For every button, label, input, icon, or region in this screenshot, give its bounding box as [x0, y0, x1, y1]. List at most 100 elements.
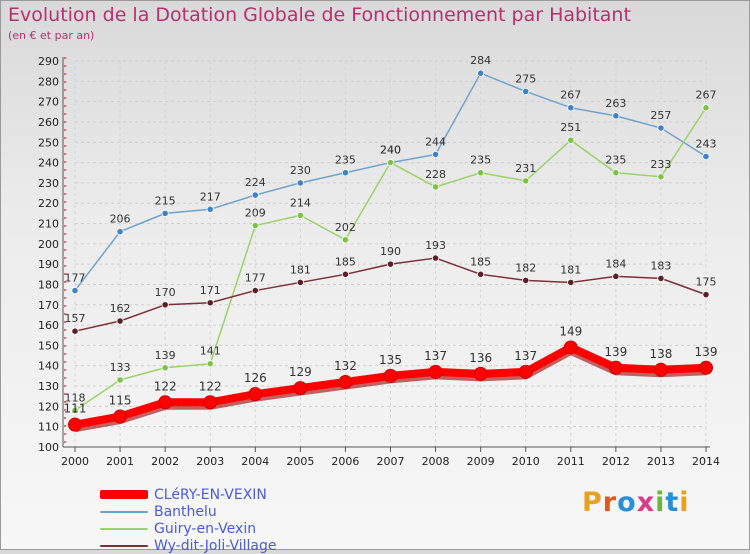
data-label: 177	[245, 272, 266, 285]
data-point	[431, 183, 440, 191]
legend-label: Wy-dit-Joli-Village	[154, 537, 277, 554]
data-point	[477, 69, 485, 77]
data-point	[116, 376, 124, 384]
data-point	[206, 205, 214, 213]
data-point	[341, 236, 350, 244]
y-tick-label: 150	[38, 339, 59, 352]
data-label: 126	[244, 371, 267, 385]
y-tick-label: 290	[38, 55, 59, 68]
x-tick-label: 2012	[602, 455, 630, 468]
data-point	[161, 301, 169, 309]
data-label: 122	[154, 379, 177, 393]
data-label: 157	[65, 312, 86, 325]
legend-swatch	[100, 510, 148, 513]
logo-letter: P	[582, 487, 603, 518]
legend-item: Wy-dit-Joli-Village	[100, 537, 277, 554]
y-tick-label: 130	[38, 380, 59, 393]
data-label: 175	[696, 276, 717, 289]
legend-swatch	[100, 544, 148, 547]
data-point	[251, 191, 259, 199]
data-point	[428, 364, 443, 379]
data-point	[158, 395, 173, 410]
data-label: 217	[200, 190, 221, 203]
data-label: 251	[560, 121, 581, 134]
data-point	[113, 409, 128, 424]
chart-title: Evolution de la Dotation Globale de Fonc…	[8, 4, 631, 26]
legend-swatch	[100, 527, 148, 530]
data-point	[68, 417, 82, 432]
data-label: 162	[110, 302, 131, 315]
logo-letter: o	[617, 487, 637, 518]
data-label: 135	[379, 353, 402, 367]
data-point	[341, 169, 350, 177]
data-point	[608, 360, 623, 375]
data-point	[699, 360, 713, 375]
x-tick-label: 2000	[61, 455, 89, 468]
x-tick-label: 2009	[467, 455, 495, 468]
data-label: 267	[560, 89, 581, 102]
logo-letter: r	[602, 487, 618, 518]
data-label: 149	[559, 324, 582, 338]
data-point	[71, 327, 79, 335]
y-tick-label: 120	[38, 400, 59, 413]
x-tick-label: 2005	[286, 455, 314, 468]
y-tick-label: 240	[38, 157, 59, 170]
logo-letter: t	[665, 487, 680, 518]
data-label: 233	[650, 158, 671, 171]
data-point	[477, 169, 485, 177]
data-point	[206, 360, 214, 368]
data-label: 139	[695, 345, 718, 359]
y-tick-label: 160	[38, 319, 59, 332]
y-tick-label: 250	[38, 136, 59, 149]
logo-letter: i	[679, 487, 690, 518]
data-labels-group: 177 206 215 217 224 230 235 240 244 284 275 267 263 2…	[64, 54, 718, 415]
x-tick-label: 2004	[241, 455, 269, 468]
data-point	[612, 169, 620, 177]
data-point	[383, 368, 398, 383]
x-tick-label: 2001	[106, 455, 134, 468]
data-label: 240	[380, 144, 401, 157]
data-point	[567, 278, 575, 287]
data-point	[522, 177, 530, 185]
data-point	[431, 254, 440, 262]
legend-item: CLéRY-EN-VEXIN	[100, 486, 277, 503]
data-point	[296, 179, 304, 187]
x-tick-label: 2006	[331, 455, 359, 468]
data-label: 231	[515, 162, 536, 175]
data-label: 267	[696, 89, 717, 102]
data-label: 177	[65, 272, 86, 285]
data-label: 137	[424, 349, 447, 363]
legend-swatch	[100, 490, 148, 499]
x-tick-label: 2002	[151, 455, 179, 468]
data-point	[71, 406, 79, 415]
y-tick-label: 110	[38, 421, 59, 434]
data-label: 243	[696, 137, 717, 150]
data-label: 129	[289, 365, 312, 379]
data-point	[653, 362, 668, 377]
data-label: 190	[380, 245, 401, 258]
y-tick-label: 230	[38, 177, 59, 190]
series-group	[68, 69, 713, 433]
data-label: 181	[560, 263, 581, 276]
data-label: 137	[514, 349, 537, 363]
data-label: 185	[470, 255, 491, 268]
data-label: 184	[605, 257, 626, 270]
data-point	[296, 278, 304, 287]
data-label: 139	[604, 345, 627, 359]
data-point	[473, 366, 488, 381]
y-tick-label: 180	[38, 278, 59, 291]
data-label: 214	[290, 196, 311, 209]
data-label: 133	[110, 361, 131, 374]
data-point	[477, 270, 485, 278]
x-tick-label: 2010	[512, 455, 540, 468]
data-label: 215	[155, 194, 176, 207]
y-tick-label: 270	[38, 96, 59, 109]
data-point	[293, 381, 308, 396]
data-point	[612, 112, 620, 120]
x-tick-label: 2003	[196, 455, 224, 468]
logo-letter: i	[655, 487, 666, 518]
data-point	[522, 87, 530, 96]
data-point	[563, 340, 578, 355]
data-label: 132	[334, 359, 357, 373]
